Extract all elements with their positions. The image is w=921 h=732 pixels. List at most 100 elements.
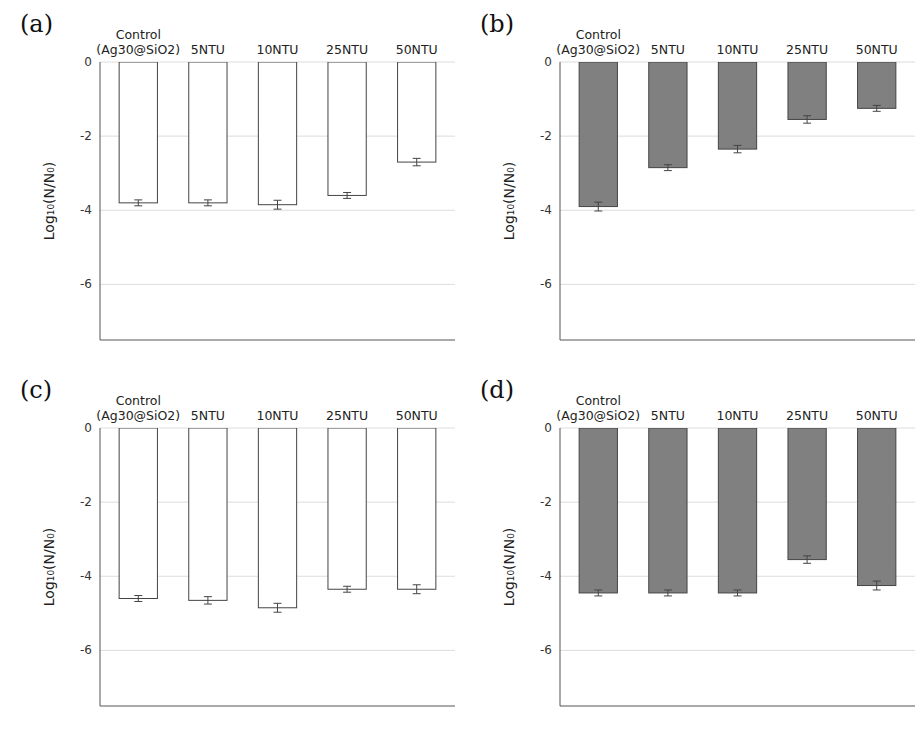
category-label: 10NTU: [256, 42, 298, 57]
tick-label: -4: [540, 203, 552, 217]
bar: [649, 62, 687, 168]
error-bar: [204, 597, 212, 604]
axis-line: [100, 706, 455, 707]
category-label: Control(Ag30@SiO2): [556, 393, 640, 423]
error-bar: [134, 200, 142, 206]
category-label: 50NTU: [856, 408, 898, 423]
bar: [119, 62, 157, 203]
plot-area: [119, 428, 436, 612]
tick-label: -2: [540, 129, 552, 143]
axis-label: Log₁₀(N/N₀): [41, 162, 57, 240]
axis-label: Log₁₀(N/N₀): [501, 162, 517, 240]
bar: [649, 428, 687, 593]
tick-label: -6: [540, 277, 552, 291]
panel: 0-2-4-6Log₁₀(N/N₀)Control(Ag30@SiO2)5NTU…: [20, 10, 455, 340]
axis-line: [100, 428, 101, 706]
figure: 0 -2 -4 -6 Log₁₀(N/N₀) Control(Ag30@SiO2) 5NTU…: [0, 0, 921, 732]
bar: [189, 62, 227, 203]
error-bar: [664, 590, 672, 596]
bar: [579, 62, 617, 207]
bar: [258, 428, 296, 608]
error-bar: [204, 200, 212, 206]
tick-label: -6: [80, 277, 92, 291]
tick-label: 0: [544, 55, 552, 69]
error-bar: [413, 585, 421, 594]
category-label: 50NTU: [396, 408, 438, 423]
category-label: 10NTU: [256, 408, 298, 423]
tick-label: 0: [544, 421, 552, 435]
category-label: 10NTU: [716, 408, 758, 423]
error-bar: [734, 145, 742, 152]
panel: 0 -2 -4 -6 Log₁₀(N/N₀) Control(Ag30@SiO2) 5NTU…: [480, 10, 915, 340]
category-label: 5NTU: [191, 42, 225, 57]
error-bar: [343, 192, 351, 198]
category-label: Control(Ag30@SiO2): [96, 27, 180, 57]
background: [0, 0, 921, 732]
category-label: 25NTU: [786, 42, 828, 57]
bar: [718, 428, 756, 593]
error-bar: [343, 586, 351, 592]
grid-line: [560, 284, 915, 285]
category-label: 10NTU: [716, 42, 758, 57]
tick-label: 0: [84, 421, 92, 435]
axis-label: Log₁₀(N/N₀): [501, 528, 517, 606]
bar: [119, 428, 157, 599]
panel-label: (d): [480, 376, 514, 404]
category-label: 5NTU: [191, 408, 225, 423]
grid-line: [560, 210, 915, 211]
error-bar: [803, 556, 811, 563]
axis-label: Log₁₀(N/N₀): [41, 528, 57, 606]
tick-label: -2: [80, 129, 92, 143]
tick-label: -6: [540, 643, 552, 657]
category-label: 50NTU: [856, 42, 898, 57]
bar: [398, 62, 436, 162]
error-bar: [873, 105, 881, 111]
bar: [579, 428, 617, 593]
tick-label: -6: [80, 643, 92, 657]
grid-line: [100, 284, 455, 285]
plot-area: [579, 428, 896, 596]
plot-area: [119, 62, 436, 209]
category-label: 25NTU: [326, 408, 368, 423]
axis-line: [560, 62, 561, 340]
panel: 0 -2 -4 -6 Log₁₀(N/N₀) Control(Ag30@SiO2) 5NTU…: [480, 376, 915, 706]
plot-area: [579, 62, 896, 211]
tick-label: -2: [80, 495, 92, 509]
error-bar: [594, 590, 602, 596]
category-label: 25NTU: [326, 42, 368, 57]
category-label: 5NTU: [651, 42, 685, 57]
bar: [398, 428, 436, 589]
bar: [328, 428, 366, 589]
error-bar: [274, 200, 282, 209]
grid-line: [100, 210, 455, 211]
category-label: Control(Ag30@SiO2): [556, 27, 640, 57]
grid-line: [100, 650, 455, 651]
error-bar: [873, 581, 881, 590]
tick-label: -4: [540, 569, 552, 583]
tick-label: -2: [540, 495, 552, 509]
bar: [258, 62, 296, 205]
panel: 0 -2 -4 -6 Log₁₀(N/N₀) Control(Ag30@SiO2) 5NTU…: [20, 376, 455, 706]
bar: [328, 62, 366, 195]
axis-line: [100, 62, 101, 340]
bar: [788, 428, 826, 560]
axis-line: [560, 706, 915, 707]
category-label: Control(Ag30@SiO2): [96, 393, 180, 423]
bar: [858, 62, 896, 108]
grid-line: [560, 650, 915, 651]
tick-label: -4: [80, 569, 92, 583]
category-label: 50NTU: [396, 42, 438, 57]
error-bar: [734, 590, 742, 596]
panel-label: (c): [20, 376, 52, 404]
error-bar: [594, 202, 602, 211]
bar: [189, 428, 227, 600]
error-bar: [274, 603, 282, 612]
category-label: 5NTU: [651, 408, 685, 423]
bar: [788, 62, 826, 119]
axis-line: [560, 340, 915, 341]
panel-label: (a): [20, 10, 53, 38]
error-bar: [803, 116, 811, 123]
tick-label: -4: [80, 203, 92, 217]
panel-label: (b): [480, 10, 514, 38]
bar: [718, 62, 756, 149]
